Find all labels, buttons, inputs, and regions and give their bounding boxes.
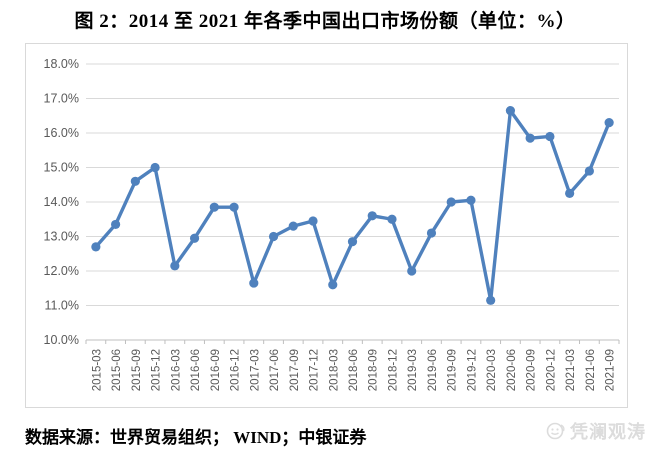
- data-point: [387, 214, 397, 224]
- y-axis-label: 16.0%: [44, 126, 79, 140]
- x-axis-label: 2019-09: [447, 349, 459, 391]
- x-axis-label: 2021-03: [565, 349, 577, 391]
- data-point: [426, 228, 437, 238]
- x-axis-label: 2019-12: [466, 349, 478, 391]
- data-point: [604, 118, 614, 128]
- watermark: 凭澜观涛: [545, 418, 646, 444]
- watermark-text: 凭澜观涛: [570, 422, 646, 442]
- y-axis-label: 17.0%: [44, 92, 79, 106]
- data-point: [150, 162, 160, 173]
- data-point: [111, 219, 121, 230]
- data-point: [268, 231, 279, 242]
- x-axis-label: 2018-12: [387, 349, 399, 391]
- data-point: [130, 176, 140, 186]
- x-axis-label: 2017-06: [269, 349, 281, 391]
- data-point: [170, 261, 180, 271]
- x-axis-label: 2019-06: [427, 349, 439, 391]
- data-point: [545, 131, 555, 142]
- data-point: [407, 266, 417, 276]
- x-axis-label: 2017-03: [249, 349, 261, 391]
- y-axis-label: 14.0%: [44, 195, 79, 209]
- data-point: [229, 202, 239, 212]
- x-axis-label: 2017-12: [309, 349, 321, 391]
- y-axis-label: 12.0%: [44, 264, 79, 278]
- chart-title: 图 2：2014 至 2021 年各季中国出口市场份额（单位：%）: [74, 11, 576, 32]
- data-point: [288, 221, 298, 231]
- x-axis-label: 2018-06: [348, 349, 360, 391]
- line-chart-canvas: 18.0% 17.0% 16.0% 15.0% 14.0% 13.0% 12.0% 11.0%…: [44, 57, 620, 391]
- data-point: [209, 202, 219, 212]
- x-axis-label: 2015-12: [151, 349, 163, 391]
- x-axis-label: 2021-09: [605, 349, 617, 391]
- x-axis-label: 2017-09: [289, 349, 301, 391]
- y-axis-label: 15.0%: [44, 161, 79, 175]
- data-point: [505, 105, 516, 116]
- x-axis-label: 2020-09: [526, 349, 538, 391]
- x-axis-label: 2018-03: [328, 349, 340, 391]
- data-point: [189, 233, 200, 243]
- data-point: [249, 278, 259, 288]
- data-point: [565, 188, 575, 198]
- y-axis-label: 18.0%: [44, 57, 79, 71]
- data-point: [347, 237, 358, 247]
- data-point: [584, 166, 594, 176]
- data-point: [367, 211, 377, 221]
- x-axis-label: 2020-03: [486, 349, 498, 391]
- watermark-logo-icon: [546, 422, 565, 440]
- x-axis-label: 2020-06: [506, 349, 518, 391]
- data-point: [466, 195, 476, 205]
- y-axis-label: 10.0%: [44, 333, 79, 347]
- x-axis-label: 2021-06: [585, 349, 597, 391]
- data-source: 数据来源：世界贸易组织； WIND；中银证券: [25, 428, 367, 447]
- y-axis-label: 13.0%: [44, 230, 79, 244]
- x-axis-label: 2020-12: [545, 349, 557, 391]
- x-axis-label: 2019-03: [407, 349, 419, 391]
- x-axis-label: 2016-03: [170, 349, 182, 391]
- data-point: [308, 216, 318, 226]
- y-axis-label: 11.0%: [44, 299, 79, 313]
- data-point: [525, 133, 535, 143]
- x-axis-label: 2016-09: [210, 349, 222, 391]
- data-point: [446, 197, 456, 207]
- data-point: [486, 295, 496, 305]
- chart-card: 18.0% 17.0% 16.0% 15.0% 14.0% 13.0% 12.0% 11.0%…: [25, 43, 628, 408]
- x-axis-label: 2015-09: [131, 349, 143, 391]
- x-axis-label: 2018-09: [368, 349, 380, 391]
- data-point: [91, 242, 101, 252]
- x-axis-label: 2015-03: [91, 349, 103, 391]
- x-axis-label: 2016-12: [230, 349, 242, 391]
- x-axis-label: 2015-06: [111, 349, 123, 391]
- data-point: [328, 280, 338, 290]
- x-axis-label: 2016-06: [190, 349, 202, 391]
